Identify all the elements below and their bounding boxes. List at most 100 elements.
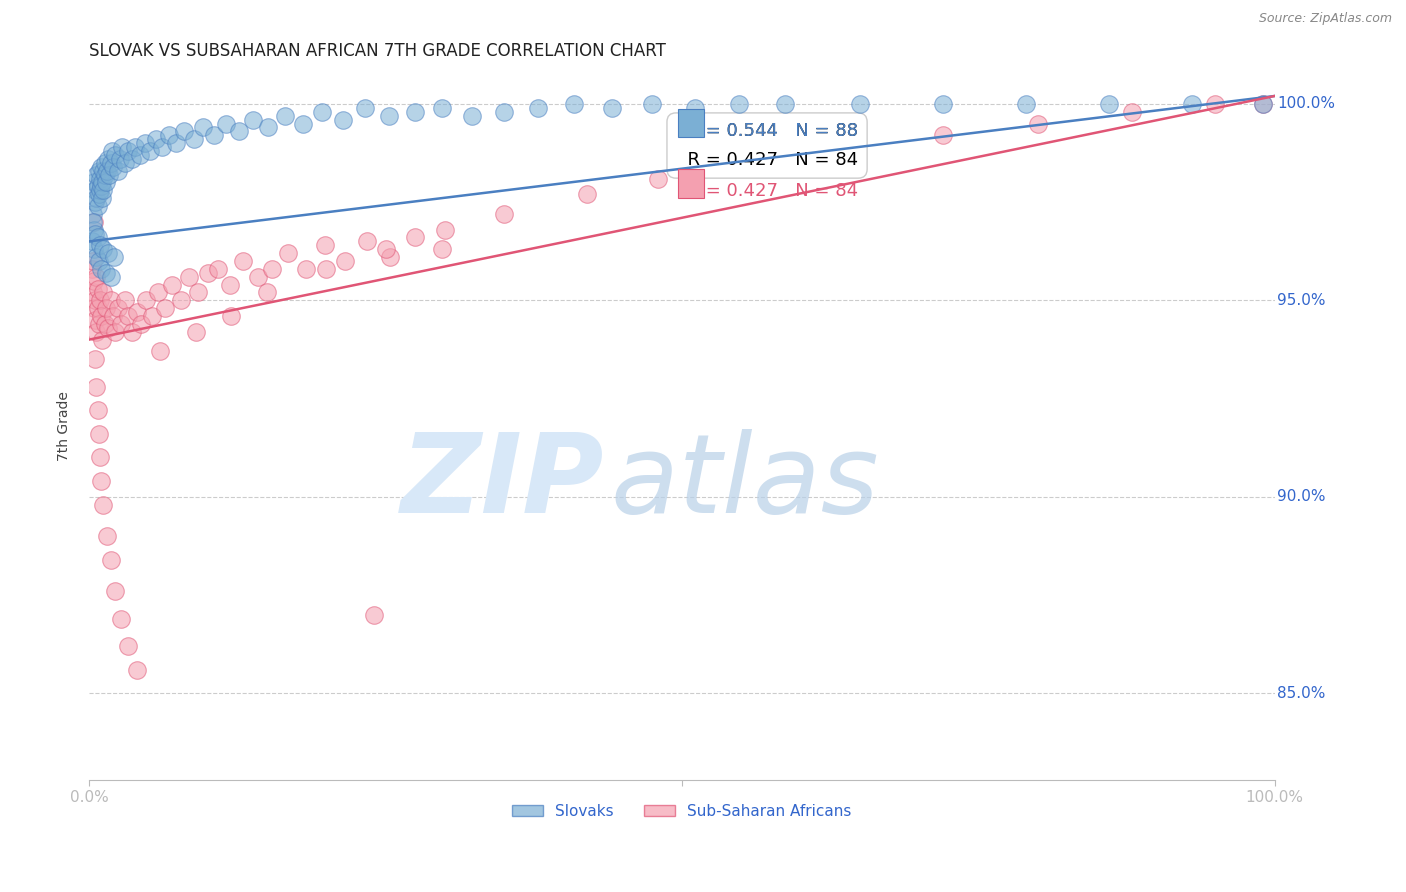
- Point: [527, 101, 550, 115]
- Point: [641, 96, 664, 111]
- Point: [84, 313, 107, 327]
- Point: [84, 352, 107, 367]
- Point: [129, 148, 152, 162]
- Point: [87, 254, 110, 268]
- Point: [354, 101, 377, 115]
- Point: [84, 293, 107, 308]
- Point: [94, 266, 117, 280]
- Point: [363, 607, 385, 622]
- Point: [214, 116, 236, 130]
- Point: [202, 128, 225, 143]
- Point: [108, 152, 131, 166]
- Point: [104, 584, 127, 599]
- Text: atlas: atlas: [610, 429, 879, 536]
- Point: [87, 163, 110, 178]
- Point: [87, 187, 110, 202]
- Point: [1121, 104, 1143, 119]
- Point: [232, 254, 254, 268]
- Point: [277, 246, 299, 260]
- Point: [86, 168, 108, 182]
- Point: [104, 325, 127, 339]
- Point: [86, 281, 108, 295]
- Point: [461, 109, 484, 123]
- Point: [433, 222, 456, 236]
- Point: [314, 238, 336, 252]
- Point: [100, 155, 122, 169]
- Point: [138, 144, 160, 158]
- Point: [124, 140, 146, 154]
- Point: [100, 144, 122, 158]
- Text: 85.0%: 85.0%: [1277, 686, 1326, 701]
- Point: [111, 140, 134, 154]
- Point: [256, 285, 278, 300]
- Point: [207, 261, 229, 276]
- Point: [86, 269, 108, 284]
- Point: [93, 155, 115, 169]
- Point: [86, 191, 108, 205]
- Point: [145, 132, 167, 146]
- Point: [80, 261, 103, 276]
- Point: [141, 309, 163, 323]
- Point: [98, 168, 121, 182]
- Point: [332, 112, 354, 127]
- Point: [100, 269, 122, 284]
- Point: [153, 301, 176, 315]
- Point: [191, 120, 214, 135]
- Text: ZIP: ZIP: [401, 429, 605, 536]
- Text: 95.0%: 95.0%: [1277, 293, 1326, 308]
- Point: [87, 317, 110, 331]
- Point: [931, 128, 953, 143]
- Point: [257, 120, 280, 135]
- Text: R = 0.427   N = 84: R = 0.427 N = 84: [676, 182, 858, 200]
- Point: [432, 101, 454, 115]
- Point: [84, 183, 107, 197]
- Point: [93, 317, 115, 331]
- Point: [97, 246, 120, 260]
- Text: R = 0.544   N = 88
  R = 0.427   N = 84: R = 0.544 N = 88 R = 0.427 N = 84: [676, 122, 858, 169]
- Point: [91, 176, 114, 190]
- Point: [683, 101, 706, 115]
- Point: [291, 116, 314, 130]
- Point: [117, 639, 139, 653]
- Point: [311, 104, 333, 119]
- Point: [103, 250, 125, 264]
- Point: [93, 168, 115, 182]
- Point: [89, 183, 111, 197]
- Point: [727, 96, 749, 111]
- Point: [184, 325, 207, 339]
- Point: [121, 152, 143, 166]
- Point: [125, 663, 148, 677]
- Point: [104, 148, 127, 162]
- Point: [82, 285, 104, 300]
- Point: [90, 179, 112, 194]
- Point: [94, 176, 117, 190]
- Point: [101, 309, 124, 323]
- Point: [848, 96, 870, 111]
- Point: [600, 101, 623, 115]
- Point: [134, 136, 156, 150]
- FancyBboxPatch shape: [678, 109, 704, 137]
- Point: [100, 293, 122, 308]
- Point: [274, 109, 297, 123]
- Point: [101, 160, 124, 174]
- Point: [89, 450, 111, 465]
- Point: [110, 317, 132, 331]
- Point: [117, 144, 139, 158]
- Point: [110, 611, 132, 625]
- Point: [90, 160, 112, 174]
- Point: [86, 250, 108, 264]
- Point: [825, 144, 848, 158]
- Point: [315, 261, 337, 276]
- Point: [494, 207, 516, 221]
- Point: [83, 176, 105, 190]
- Point: [295, 261, 318, 276]
- Text: 90.0%: 90.0%: [1277, 489, 1326, 504]
- Point: [96, 529, 118, 543]
- Point: [89, 238, 111, 252]
- Point: [86, 380, 108, 394]
- Point: [1251, 96, 1274, 111]
- Point: [93, 183, 115, 197]
- Point: [246, 269, 269, 284]
- Point: [773, 96, 796, 111]
- Point: [432, 242, 454, 256]
